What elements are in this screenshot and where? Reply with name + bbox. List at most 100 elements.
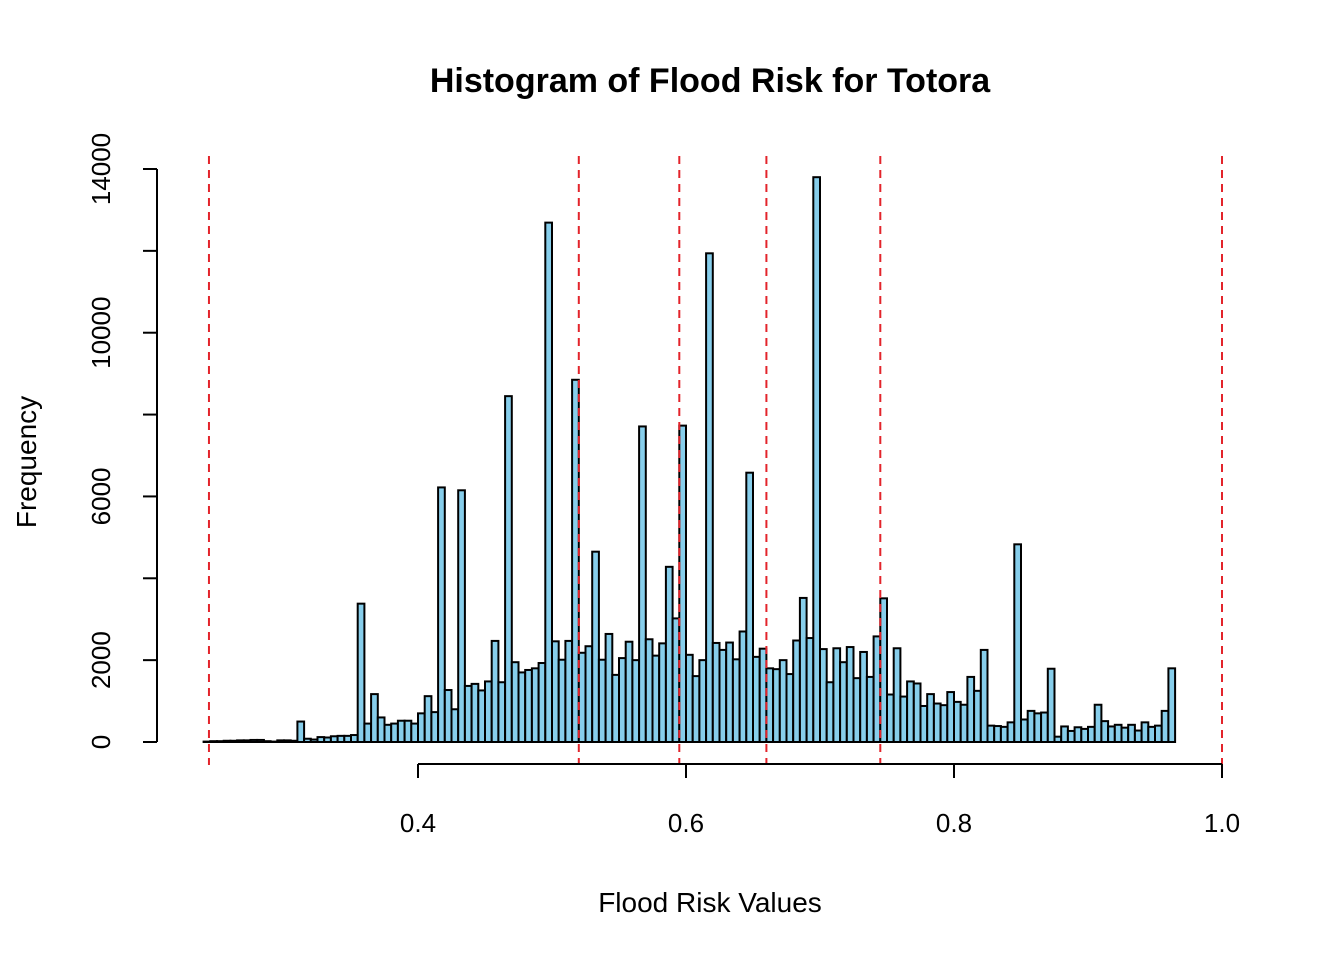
histogram-bar	[537, 662, 547, 744]
histogram-bar	[611, 673, 620, 744]
histogram-bar	[370, 693, 379, 743]
histogram-bar	[939, 704, 949, 743]
y-tick-label: 0	[86, 735, 116, 749]
histogram-bar	[316, 736, 326, 744]
histogram-bar	[618, 657, 627, 743]
histogram-bar	[973, 689, 982, 744]
x-tick-label: 0.8	[936, 808, 972, 838]
x-tick-label: 0.4	[400, 808, 436, 838]
chart-title: Histogram of Flood Risk for Totora	[430, 62, 991, 100]
histogram-bar	[892, 647, 902, 744]
histogram-bar	[993, 725, 1002, 743]
histogram-bar	[959, 703, 969, 743]
histogram-bar	[899, 695, 909, 744]
histogram-bar	[303, 737, 312, 743]
y-tick-label: 6000	[86, 468, 116, 526]
histogram-bar	[577, 651, 587, 744]
x-tick-label: 1.0	[1204, 808, 1240, 838]
histogram-bar	[785, 673, 795, 743]
histogram-bar	[242, 739, 252, 743]
histogram-bar	[1033, 712, 1043, 743]
histogram-bar	[229, 739, 239, 744]
histogram-bar	[1120, 726, 1130, 743]
histogram-bar	[979, 648, 989, 743]
histogram-bar	[711, 641, 721, 744]
histogram-bar	[758, 647, 768, 743]
histogram-bar	[437, 486, 446, 744]
histogram-bar	[1154, 724, 1163, 744]
histogram-bar	[999, 725, 1009, 743]
histogram-bar	[644, 638, 654, 744]
x-axis: 0.4 0.6 0.8 1.0	[400, 763, 1240, 838]
histogram-bar	[410, 722, 419, 744]
histogram-bar	[926, 693, 935, 743]
histogram-bar	[705, 252, 714, 743]
histogram-bar	[1127, 723, 1136, 743]
histogram-bar	[966, 675, 976, 743]
histogram-bar	[564, 639, 574, 743]
histogram-bar	[725, 641, 734, 743]
histogram-bars	[202, 176, 1177, 744]
histogram-bar	[209, 740, 219, 743]
histogram-bar	[584, 645, 594, 743]
histogram-bar	[718, 648, 728, 743]
histogram-bar	[423, 695, 433, 743]
histogram-bar	[698, 659, 708, 744]
histogram-bar	[376, 716, 386, 744]
histogram-bar	[1073, 726, 1083, 744]
histogram-bar	[1093, 703, 1103, 743]
histogram-bar	[450, 708, 460, 744]
histogram-bar	[1147, 725, 1157, 743]
histogram-bar	[363, 722, 373, 744]
x-tick-label: 0.6	[668, 808, 704, 838]
reference-lines	[207, 156, 1223, 765]
histogram-bar	[792, 639, 801, 743]
histogram-bar	[946, 691, 955, 744]
histogram-bar	[350, 734, 359, 743]
histogram-bar	[752, 655, 761, 743]
histogram-bar	[343, 734, 352, 743]
histogram-bar	[772, 668, 781, 744]
histogram-bar	[517, 671, 527, 743]
histogram-bar	[336, 734, 346, 743]
y-axis-label: Frequency	[11, 396, 42, 528]
histogram-bar	[1133, 729, 1143, 743]
histogram-bar	[812, 176, 821, 743]
histogram-bar	[510, 661, 520, 743]
histogram-bar	[504, 395, 513, 743]
histogram-bar	[236, 739, 245, 743]
histogram-bar	[484, 680, 493, 743]
histogram-bar	[383, 723, 393, 743]
histogram-bar	[1026, 709, 1036, 744]
histogram-bar	[296, 720, 306, 743]
histogram-bar	[906, 680, 915, 743]
histogram-bar	[765, 667, 775, 744]
histogram-bar	[604, 632, 614, 744]
histogram-bar	[1020, 718, 1029, 743]
histogram-bar	[216, 740, 225, 743]
histogram-bar	[249, 738, 259, 744]
histogram-bar	[597, 658, 607, 743]
histogram-bar	[283, 739, 292, 743]
histogram-bar	[624, 640, 634, 743]
histogram-bar	[872, 635, 882, 744]
histogram-bar	[477, 689, 486, 743]
histogram-bar	[430, 711, 440, 743]
histogram-bar	[443, 689, 453, 744]
histogram-bar	[551, 640, 560, 744]
histogram-bar	[919, 704, 929, 743]
histogram-bar	[819, 648, 828, 744]
histogram-bar	[691, 675, 701, 743]
histogram-bar	[256, 738, 265, 744]
x-axis-label: Flood Risk Values	[598, 887, 822, 918]
histogram-bar	[497, 681, 507, 743]
histogram-bar	[323, 736, 332, 743]
histogram-bar	[417, 712, 426, 743]
histogram-bar	[463, 684, 473, 743]
histogram-bar	[832, 647, 842, 744]
histogram-bar	[738, 630, 748, 743]
histogram-bar	[865, 675, 875, 743]
histogram-bar	[1107, 725, 1116, 744]
